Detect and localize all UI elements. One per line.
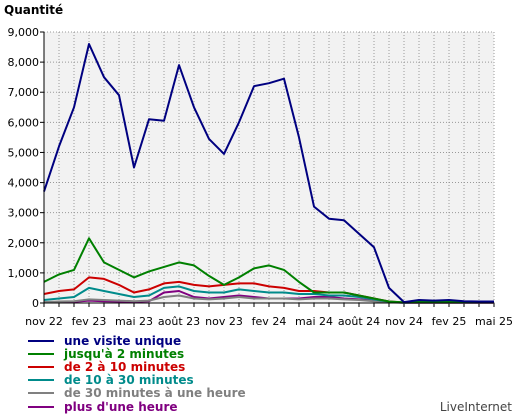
- series-line: [43, 43, 494, 304]
- x-tick-label: août 24: [338, 315, 380, 328]
- y-tick-label: 1,000: [8, 267, 40, 280]
- legend-label: de 2 à 10 minutes: [64, 359, 186, 374]
- legend-label: jusqu'à 2 minutes: [64, 346, 185, 361]
- x-tick-label: fev 23: [72, 315, 107, 328]
- legend-swatch: [28, 392, 54, 395]
- legend-swatch: [28, 339, 54, 342]
- legend-item: jusqu'à 2 minutes: [28, 346, 246, 361]
- legend-swatch: [28, 365, 54, 368]
- x-tick-label: fev 25: [432, 315, 467, 328]
- y-tick-label: 8,000: [8, 56, 40, 69]
- y-tick-label: 0: [32, 297, 39, 310]
- line-chart: 0 1,000 2,000 3,000 4,000 5,000 6,000 7,000 8,00…: [8, 26, 514, 328]
- legend-item: une visite unique: [28, 333, 246, 348]
- x-tick-label: nov 23: [205, 315, 243, 328]
- y-tick-label: 2,000: [8, 237, 40, 250]
- y-tick-label: 4,000: [8, 177, 40, 190]
- y-tick-label: 9,000: [8, 26, 40, 39]
- legend-item: de 30 minutes à une heure: [28, 386, 246, 401]
- watermark-brand: LiveInternet: [439, 400, 512, 414]
- x-tick-label: mai 23: [115, 315, 153, 328]
- legend-label: plus d'une heure: [64, 399, 178, 414]
- legend-swatch: [28, 352, 54, 355]
- y-axis-label: Quantité: [4, 3, 64, 17]
- legend-label: de 10 à 30 minutes: [64, 373, 194, 388]
- legend-label: de 30 minutes à une heure: [64, 386, 246, 401]
- legend-swatch: [28, 405, 54, 408]
- legend-swatch: [28, 379, 54, 382]
- y-tick-label: 7,000: [8, 86, 40, 99]
- chart-legend: une visite unique jusqu'à 2 minutes de 2 à…: [28, 333, 246, 414]
- legend-item: de 2 à 10 minutes: [28, 359, 246, 374]
- x-tick-label: mai 24: [295, 315, 333, 328]
- series-line: [43, 237, 494, 304]
- x-tick-label: août 23: [158, 315, 200, 328]
- y-tick-label: 3,000: [8, 207, 40, 220]
- legend-label: une visite unique: [64, 333, 182, 348]
- legend-item: plus d'une heure: [28, 399, 246, 414]
- y-tick-label: 6,000: [8, 116, 40, 129]
- legend-item: de 10 à 30 minutes: [28, 373, 246, 388]
- x-tick-label: mai 25: [475, 315, 513, 328]
- x-tick-label: nov 22: [25, 315, 63, 328]
- x-tick-label: nov 24: [385, 315, 423, 328]
- x-tick-label: fev 24: [252, 315, 287, 328]
- y-tick-label: 5,000: [8, 146, 40, 159]
